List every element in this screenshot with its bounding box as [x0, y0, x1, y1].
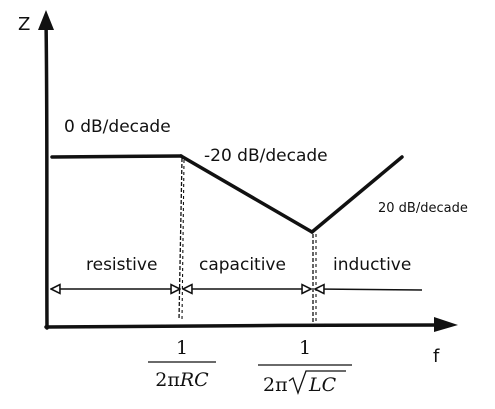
slope-label-rising: 20 dB/decade [378, 201, 468, 216]
y-axis [44, 18, 49, 330]
x-axis-label: f [433, 346, 440, 367]
region-label-inductive: inductive [333, 255, 411, 275]
breakpoint-rc-numerator: 1 [176, 337, 188, 359]
impedance-curve-rising [310, 155, 404, 234]
breakpoint-lc-denominator-vars: LC [308, 374, 337, 396]
breakpoint-lc-denominator-prefix: 2π [263, 374, 288, 396]
y-axis-arrowhead [38, 10, 54, 30]
x-axis [44, 323, 448, 329]
breakpoint-lc-numerator: 1 [299, 337, 311, 359]
region-label-resistive: resistive [86, 255, 157, 275]
slope-label-falling: -20 dB/decade [204, 146, 328, 166]
sqrt-symbol [288, 370, 346, 395]
x-axis-arrowhead [434, 317, 458, 332]
impedance-curve-falling [179, 154, 314, 234]
y-axis-label: Z [18, 14, 30, 35]
breakpoint-rc-dashed-line-2 [181, 159, 185, 321]
region-arrow-inductive [315, 289, 423, 290]
breakpoint-rc-dashed-line [178, 157, 183, 321]
region-label-capacitive: capacitive [199, 255, 286, 275]
slope-label-flat: 0 dB/decade [64, 117, 171, 137]
breakpoint-rc-denominator: 2πRC [155, 369, 209, 391]
impedance-curve-flat [50, 154, 183, 159]
